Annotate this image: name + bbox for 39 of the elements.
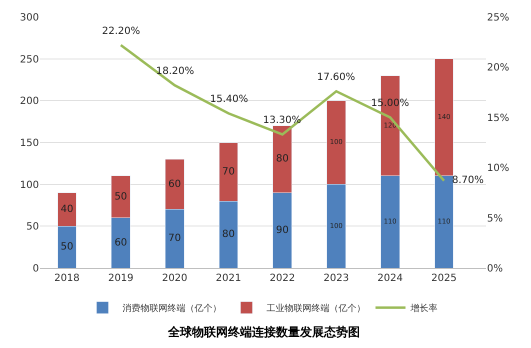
- data-label: 15.40%: [210, 94, 248, 105]
- y2-tick-label: 15%: [487, 112, 510, 124]
- x-tick-label: 2021: [216, 273, 242, 284]
- data-label: 80: [222, 229, 235, 240]
- x-tick-label: 2023: [324, 273, 349, 284]
- data-label: 90: [276, 224, 289, 236]
- data-label: 80: [276, 154, 289, 165]
- data-label: 40: [60, 204, 74, 215]
- y-tick-label: 100: [20, 180, 39, 191]
- data-label: 70: [168, 233, 182, 244]
- legend-label: 增长率: [410, 303, 438, 314]
- y2-tick-label: 20%: [487, 62, 510, 74]
- x-tick-label: 2022: [270, 273, 296, 284]
- data-label: 60: [114, 237, 128, 248]
- legend-label: 消费物联网终端（亿个）: [122, 303, 222, 314]
- data-label: 17.60%: [317, 72, 356, 83]
- y-tick-label: 0: [32, 264, 39, 274]
- x-tick-label: 2024: [377, 273, 403, 284]
- y-tick-label: 200: [20, 96, 39, 108]
- data-label: 50: [114, 191, 128, 202]
- y2-tick-label: 10%: [487, 163, 510, 174]
- y-tick-label: 150: [20, 138, 39, 149]
- y2-tick-label: 5%: [487, 213, 503, 224]
- x-tick-label: 2019: [108, 273, 134, 284]
- y2-tick-label: 25%: [487, 12, 510, 24]
- x-tick-label: 2018: [54, 273, 80, 284]
- x-tick-label: 2025: [431, 273, 457, 284]
- x-tick-label: 2020: [162, 273, 188, 284]
- y-tick-label: 50: [26, 222, 39, 233]
- data-label: 50: [60, 242, 74, 253]
- data-label: 18.20%: [156, 66, 194, 77]
- text: 全球物联网终端连接数量发展态势图: [167, 325, 360, 339]
- y2-tick-label: 0%: [487, 264, 503, 274]
- y-tick-label: 300: [20, 12, 39, 24]
- legend-label: 工业物联网终端（亿个）: [266, 303, 366, 314]
- y-tick-label: 250: [20, 54, 39, 66]
- data-label: 22.20%: [102, 26, 140, 37]
- data-label: 60: [168, 178, 182, 190]
- data-label: 70: [222, 166, 235, 178]
